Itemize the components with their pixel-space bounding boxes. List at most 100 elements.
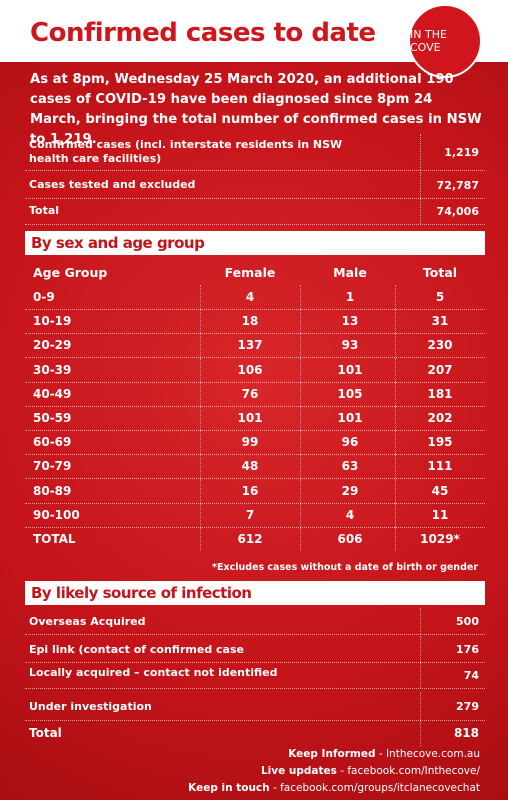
divider bbox=[200, 430, 201, 455]
divider bbox=[200, 527, 201, 551]
divider bbox=[200, 502, 201, 527]
footer-label: Keep in touch bbox=[188, 782, 270, 794]
footer-line: Live updates - facebook.com/Inthecove/ bbox=[261, 765, 480, 777]
summary-value: 72,787 bbox=[436, 178, 479, 192]
age-cell: 45 bbox=[431, 483, 449, 498]
divider bbox=[395, 502, 396, 527]
age-row: 50-59 101 101 202 bbox=[25, 406, 485, 431]
source-label: Under investigation bbox=[29, 699, 152, 713]
age-cell: 30-39 bbox=[33, 362, 72, 377]
age-cell: 11 bbox=[431, 507, 449, 522]
age-row: 0-9 4 1 5 bbox=[25, 285, 485, 310]
summary-value: 1,219 bbox=[444, 145, 479, 159]
footer-link[interactable]: - Inthecove.com.au bbox=[378, 748, 480, 760]
divider bbox=[395, 309, 396, 334]
age-cell: 16 bbox=[241, 483, 259, 498]
footer-line: Keep in touch - facebook.com/groups/itcl… bbox=[188, 782, 480, 794]
source-value: 176 bbox=[456, 642, 479, 656]
source-label: Locally acquired – contact not identifie… bbox=[29, 666, 278, 679]
footer-label: Keep Informed bbox=[288, 748, 376, 760]
summary-row: Confirmed cases (incl. interstate reside… bbox=[25, 134, 485, 171]
divider bbox=[395, 381, 396, 406]
divider bbox=[395, 454, 396, 479]
age-cell: 63 bbox=[341, 459, 359, 474]
source-label: Epi link (contact of confirmed case bbox=[29, 642, 244, 656]
divider bbox=[420, 662, 421, 688]
summary-label: Cases tested and excluded bbox=[29, 178, 196, 191]
intro: As at 8pm, Wednesday 25 March 2020, an a… bbox=[30, 72, 482, 147]
source-row: Locally acquired – contact not identifie… bbox=[25, 662, 485, 689]
divider bbox=[200, 406, 201, 430]
divider bbox=[395, 333, 396, 358]
age-cell: 13 bbox=[341, 314, 359, 329]
footer-link[interactable]: - facebook.com/groups/itclanecovechat bbox=[272, 782, 480, 794]
age-row: 80-89 16 29 45 bbox=[25, 478, 485, 504]
age-cell: 612 bbox=[237, 532, 263, 546]
age-cell: 10-19 bbox=[33, 314, 72, 329]
source-row: Under investigation 279 bbox=[25, 692, 485, 721]
footer-line: Keep Informed - Inthecove.com.au bbox=[288, 748, 480, 760]
age-cell: 31 bbox=[431, 314, 449, 329]
divider bbox=[200, 454, 201, 479]
age-cell: 137 bbox=[237, 338, 263, 353]
age-cell: 4 bbox=[245, 290, 255, 304]
source-value: 500 bbox=[456, 614, 479, 628]
age-cell: 106 bbox=[237, 362, 263, 377]
divider bbox=[420, 692, 421, 720]
divider bbox=[300, 454, 301, 479]
divider bbox=[200, 357, 201, 382]
divider bbox=[200, 333, 201, 358]
age-cell: 40-49 bbox=[33, 386, 72, 401]
source-value: 279 bbox=[456, 699, 479, 713]
divider bbox=[395, 430, 396, 455]
age-header: Age Group Female Male Total bbox=[25, 260, 485, 284]
age-cell: 1 bbox=[345, 290, 355, 304]
age-cell: 1029* bbox=[420, 532, 460, 546]
age-row: 60-69 99 96 195 bbox=[25, 430, 485, 456]
age-cell: 70-79 bbox=[33, 459, 72, 474]
age-cell: 606 bbox=[337, 532, 363, 546]
divider bbox=[300, 406, 301, 430]
age-cell: 181 bbox=[427, 386, 453, 401]
divider bbox=[200, 309, 201, 334]
age-row: 20-29 137 93 230 bbox=[25, 333, 485, 359]
divider bbox=[395, 357, 396, 382]
source-label: Total bbox=[29, 726, 62, 740]
column-header: Age Group bbox=[33, 264, 108, 280]
age-cell: 101 bbox=[337, 411, 363, 425]
age-cell: 99 bbox=[241, 435, 259, 450]
summary-value: 74,006 bbox=[436, 204, 479, 218]
age-cell: 101 bbox=[237, 411, 263, 425]
divider bbox=[300, 357, 301, 382]
divider bbox=[300, 309, 301, 334]
age-cell: 202 bbox=[427, 411, 453, 425]
column-header: Male bbox=[333, 264, 367, 280]
source-row: Epi link (contact of confirmed case 176 bbox=[25, 636, 485, 663]
age-cell: 230 bbox=[427, 338, 453, 353]
divider bbox=[420, 198, 421, 224]
summary-label: Total bbox=[29, 204, 60, 217]
divider bbox=[300, 527, 301, 551]
divider bbox=[420, 636, 421, 662]
divider bbox=[300, 430, 301, 455]
divider bbox=[420, 134, 421, 170]
age-cell: 76 bbox=[241, 386, 259, 401]
age-cell: 29 bbox=[341, 483, 359, 498]
age-cell: 101 bbox=[337, 362, 363, 377]
column-header: Total bbox=[422, 264, 458, 280]
age-cell: 4 bbox=[345, 507, 355, 522]
section-heading: By sex and age group bbox=[25, 231, 485, 255]
age-cell: 50-59 bbox=[33, 411, 72, 425]
age-cell: 93 bbox=[341, 338, 359, 353]
age-row: 40-49 76 105 181 bbox=[25, 381, 485, 407]
divider bbox=[300, 381, 301, 406]
footer-link[interactable]: - facebook.com/Inthecove/ bbox=[340, 765, 480, 777]
age-cell: 105 bbox=[337, 386, 363, 401]
summary-row: Total 74,006 bbox=[25, 198, 485, 225]
age-cell: 5 bbox=[435, 290, 445, 304]
age-cell: 7 bbox=[245, 507, 255, 522]
divider bbox=[420, 608, 421, 634]
age-cell: 195 bbox=[427, 435, 453, 450]
logo[interactable]: IN THE COVE bbox=[408, 4, 482, 78]
age-row: 90-100 7 4 11 bbox=[25, 502, 485, 528]
